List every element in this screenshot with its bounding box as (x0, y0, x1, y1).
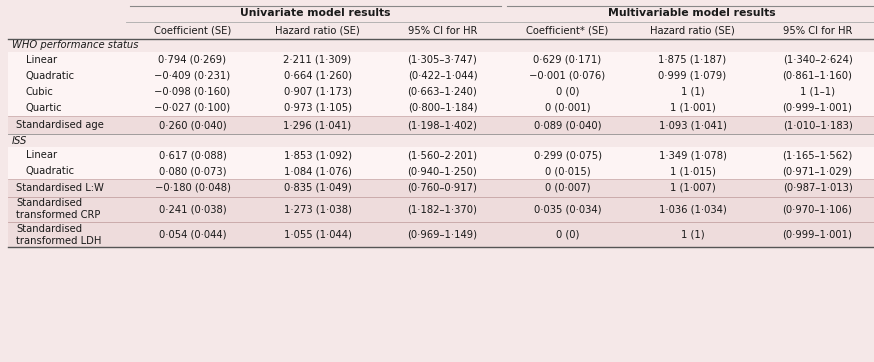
Text: 1·349 (1·078): 1·349 (1·078) (659, 150, 726, 160)
Text: (1·560–2·201): (1·560–2·201) (407, 150, 477, 160)
Text: 1 (1): 1 (1) (681, 230, 704, 240)
Bar (8, 179, 874, 197)
Text: 1·875 (1·187): 1·875 (1·187) (658, 55, 726, 65)
Text: (0·800–1·184): (0·800–1·184) (408, 103, 477, 113)
Text: transformed LDH: transformed LDH (16, 236, 101, 245)
Text: 1 (1·015): 1 (1·015) (669, 166, 716, 176)
Text: 0·299 (0·075): 0·299 (0·075) (533, 150, 601, 160)
Text: 0 (0·015): 0 (0·015) (545, 166, 590, 176)
Text: Standardised age: Standardised age (16, 120, 104, 130)
Text: 1 (1): 1 (1) (681, 87, 704, 97)
Text: Linear: Linear (26, 55, 57, 65)
Text: 95% CI for HR: 95% CI for HR (408, 25, 477, 35)
Text: 0·617 (0·088): 0·617 (0·088) (158, 150, 226, 160)
Bar (8, 100, 874, 116)
Text: 1·036 (1·034): 1·036 (1·034) (659, 205, 726, 215)
Text: 0·035 (0·034): 0·035 (0·034) (534, 205, 601, 215)
Text: (0·999–1·001): (0·999–1·001) (782, 230, 852, 240)
Text: −0·027 (0·100): −0·027 (0·100) (155, 103, 231, 113)
Text: 0·973 (1·105): 0·973 (1·105) (283, 103, 351, 113)
Text: 1·296 (1·041): 1·296 (1·041) (283, 120, 351, 130)
Text: 0·080 (0·073): 0·080 (0·073) (159, 166, 226, 176)
Text: (1·340–2·624): (1·340–2·624) (782, 55, 852, 65)
Text: 0·794 (0·269): 0·794 (0·269) (158, 55, 226, 65)
Text: 1 (1·001): 1 (1·001) (669, 103, 716, 113)
Text: Coefficient* (SE): Coefficient* (SE) (526, 25, 608, 35)
Text: 0·089 (0·040): 0·089 (0·040) (534, 120, 601, 130)
Text: 0·907 (1·173): 0·907 (1·173) (283, 87, 351, 97)
Text: (1·305–3·747): (1·305–3·747) (407, 55, 477, 65)
Text: 0·241 (0·038): 0·241 (0·038) (159, 205, 226, 215)
Text: (1·182–1·370): (1·182–1·370) (407, 205, 477, 215)
Text: 1·273 (1·038): 1·273 (1·038) (283, 205, 351, 215)
Text: Standardised: Standardised (16, 198, 82, 209)
Text: Quartic: Quartic (26, 103, 63, 113)
Text: WHO performance status: WHO performance status (12, 41, 138, 51)
Bar (8, 84, 874, 100)
Text: 0 (0): 0 (0) (556, 230, 579, 240)
Text: Quadratic: Quadratic (26, 166, 75, 176)
Bar (8, 116, 874, 134)
Text: −0·180 (0·048): −0·180 (0·048) (155, 183, 231, 193)
Text: 1·084 (1·076): 1·084 (1·076) (283, 166, 351, 176)
Bar (8, 222, 874, 247)
Text: 1 (1·007): 1 (1·007) (669, 183, 716, 193)
Text: (0·971–1·029): (0·971–1·029) (782, 166, 852, 176)
Bar (8, 197, 874, 222)
Text: 0·260 (0·040): 0·260 (0·040) (159, 120, 226, 130)
Text: 0·999 (1·079): 0·999 (1·079) (658, 71, 726, 81)
Text: Standardised L:W: Standardised L:W (16, 183, 104, 193)
Bar (8, 147, 874, 163)
Text: Quadratic: Quadratic (26, 71, 75, 81)
Text: (0·987–1·013): (0·987–1·013) (782, 183, 852, 193)
Bar (8, 39, 874, 52)
Text: 0 (0): 0 (0) (556, 87, 579, 97)
Text: (0·663–1·240): (0·663–1·240) (407, 87, 477, 97)
Text: ISS: ISS (12, 135, 27, 146)
Bar (8, 68, 874, 84)
Text: Hazard ratio (SE): Hazard ratio (SE) (275, 25, 360, 35)
Text: (0·940–1·250): (0·940–1·250) (407, 166, 477, 176)
Text: −0·098 (0·160): −0·098 (0·160) (155, 87, 231, 97)
Text: 1·055 (1·044): 1·055 (1·044) (283, 230, 351, 240)
Bar (8, 163, 874, 179)
Text: 0 (0·001): 0 (0·001) (545, 103, 590, 113)
Text: 95% CI for HR: 95% CI for HR (783, 25, 852, 35)
Text: 0·629 (0·171): 0·629 (0·171) (533, 55, 601, 65)
Text: (1·010–1·183): (1·010–1·183) (782, 120, 852, 130)
Text: transformed CRP: transformed CRP (16, 210, 101, 220)
Text: 1·093 (1·041): 1·093 (1·041) (659, 120, 726, 130)
Bar (8, 134, 874, 147)
Text: (0·861–1·160): (0·861–1·160) (782, 71, 852, 81)
Text: (1·198–1·402): (1·198–1·402) (407, 120, 477, 130)
Text: Standardised: Standardised (16, 223, 82, 233)
Text: (0·970–1·106): (0·970–1·106) (782, 205, 852, 215)
Text: Univariate model results: Univariate model results (240, 8, 391, 18)
Text: 0·664 (1·260): 0·664 (1·260) (283, 71, 351, 81)
Text: Linear: Linear (26, 150, 57, 160)
Text: 2·211 (1·309): 2·211 (1·309) (283, 55, 351, 65)
Text: Multivariable model results: Multivariable model results (607, 8, 775, 18)
Text: (1·165–1·562): (1·165–1·562) (782, 150, 853, 160)
Text: (0·999–1·001): (0·999–1·001) (782, 103, 852, 113)
Bar (8, 52, 874, 68)
Text: Hazard ratio (SE): Hazard ratio (SE) (650, 25, 735, 35)
Text: 0·054 (0·044): 0·054 (0·044) (159, 230, 226, 240)
Text: Cubic: Cubic (26, 87, 54, 97)
Text: (0·422–1·044): (0·422–1·044) (407, 71, 477, 81)
Text: 1·853 (1·092): 1·853 (1·092) (283, 150, 351, 160)
Text: (0·760–0·917): (0·760–0·917) (407, 183, 477, 193)
Text: (0·969–1·149): (0·969–1·149) (407, 230, 477, 240)
Text: 0·835 (1·049): 0·835 (1·049) (284, 183, 351, 193)
Text: 1 (1–1): 1 (1–1) (800, 87, 835, 97)
Text: −0·409 (0·231): −0·409 (0·231) (155, 71, 231, 81)
Text: −0·001 (0·076): −0·001 (0·076) (530, 71, 606, 81)
Text: 0 (0·007): 0 (0·007) (545, 183, 590, 193)
Text: Coefficient (SE): Coefficient (SE) (154, 25, 231, 35)
